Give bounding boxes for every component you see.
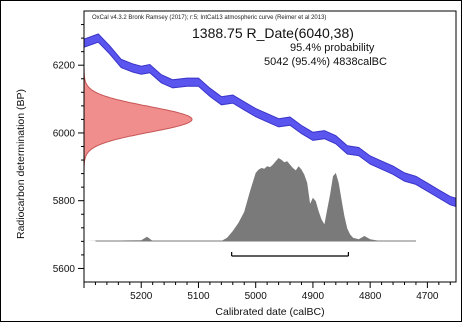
x-tick-label: 4900 — [302, 291, 325, 302]
y-tick-label: 5600 — [53, 264, 76, 275]
y-tick-label: 6000 — [53, 128, 76, 139]
x-tick-label: 4700 — [416, 291, 439, 302]
posterior-distribution — [84, 158, 456, 241]
calibration-curve-band — [84, 33, 456, 208]
chart-credit: OxCal v4.3.2 Bronk Ramsey (2017); r:5; I… — [92, 15, 327, 21]
x-tick-label: 5200 — [130, 291, 153, 302]
chart-title: 1388.75 R_Date(6040,38) — [192, 25, 354, 41]
y-axis-label: Radiocarbon determination (BP) — [15, 89, 27, 239]
range-label: 5042 (95.4%) 4838calBC — [264, 56, 387, 68]
probability-label: 95.4% probability — [290, 42, 375, 54]
radiocarbon-likelihood — [84, 67, 193, 171]
x-tick-label: 5100 — [187, 291, 210, 302]
x-tick-label: 4800 — [359, 291, 382, 302]
y-tick-label: 6200 — [53, 61, 76, 72]
plot-contents — [84, 33, 456, 257]
x-tick-label: 5000 — [245, 291, 268, 302]
y-tick-label: 5800 — [53, 196, 76, 207]
x-axis-label: Calibrated date (calBC) — [215, 306, 325, 318]
